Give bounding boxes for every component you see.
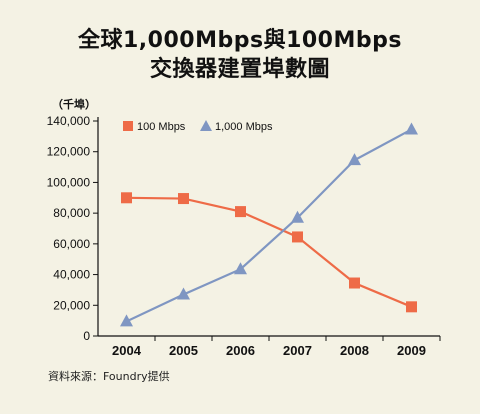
y-tick-label: 120,000 [47,145,91,159]
data-point-1000mbps [291,210,304,223]
y-tick-label: 100,000 [47,175,91,189]
chart-title-line2: 交換器建置埠數圖 [149,57,330,82]
data-point-100mbps [406,301,417,313]
x-tick-label: 2004 [112,343,142,358]
data-point-100mbps [235,206,246,218]
legend-label-100mbps: 100 Mbps [137,121,186,133]
data-point-1000mbps [234,262,247,275]
y-tick-label: 0 [83,329,90,343]
y-axis-unit-label: （千埠） [52,97,96,111]
legend-marker-1000mbps [200,120,212,131]
data-point-1000mbps [405,122,418,135]
x-tick-label: 2005 [169,343,198,358]
y-tick-label: 20,000 [53,298,90,312]
y-tick-label: 40,000 [53,268,90,282]
x-tick-label: 2008 [340,343,369,358]
data-point-100mbps [178,193,189,205]
data-point-1000mbps [348,153,361,166]
y-tick-label: 60,000 [53,237,90,251]
data-point-100mbps [121,192,132,204]
series-line-1000mbps [126,128,413,323]
series-line-100mbps [126,196,412,308]
data-point-1000mbps [177,287,190,300]
source-note: 資料來源：Foundry提供 [48,370,170,383]
x-tick-label: 2009 [397,343,426,358]
x-tick-label: 2007 [283,343,312,358]
data-point-100mbps [349,277,360,289]
legend-label-1000mbps: 1,000 Mbps [215,121,273,133]
legend-marker-100mbps [123,121,133,131]
x-tick-label: 2006 [226,343,255,358]
y-tick-label: 140,000 [47,114,91,128]
data-point-1000mbps [120,314,133,327]
chart-title-line1: 全球1,000Mbps與100Mbps [78,28,402,53]
data-point-100mbps [292,231,303,243]
y-tick-label: 80,000 [53,206,90,220]
